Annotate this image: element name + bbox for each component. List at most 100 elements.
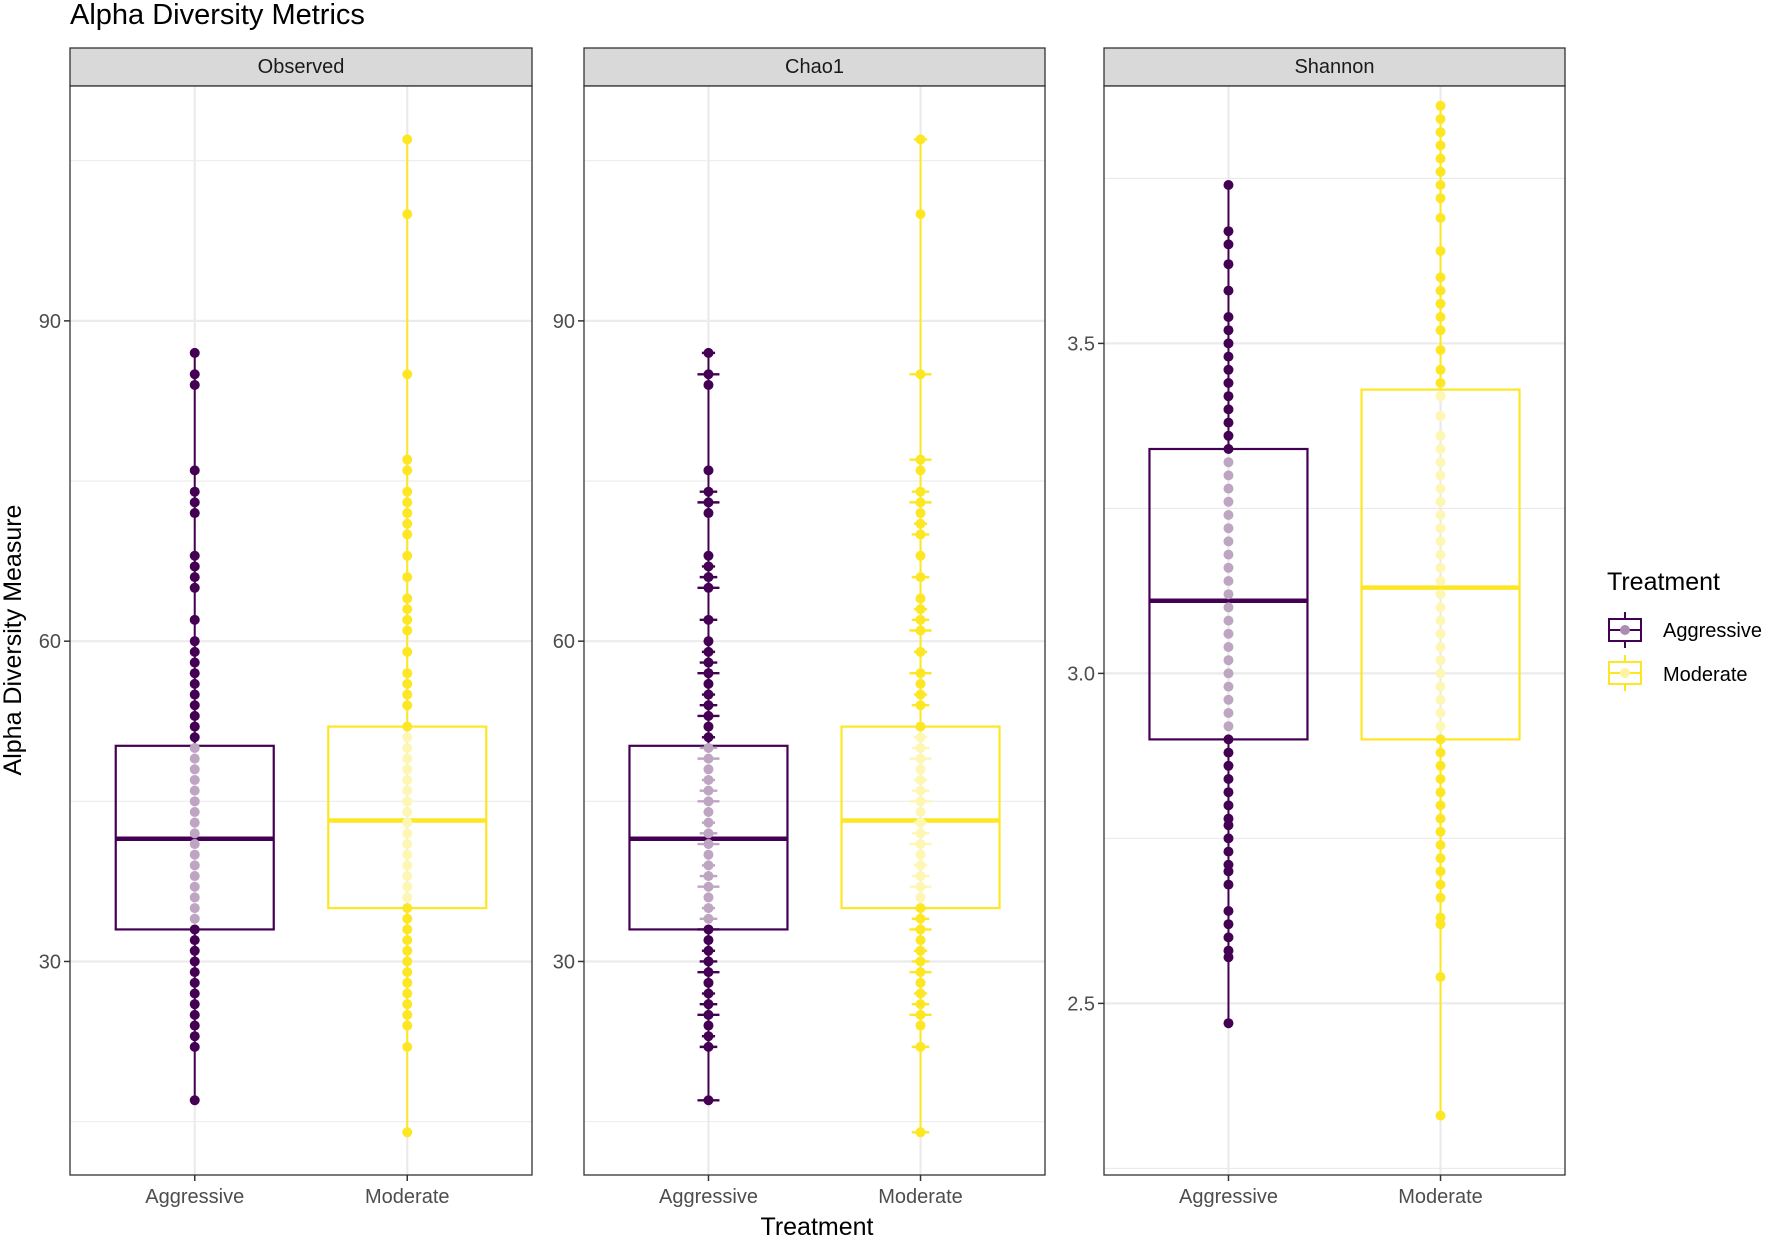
data-point <box>189 572 200 583</box>
data-point <box>1223 879 1234 890</box>
data-point <box>189 582 200 593</box>
data-point <box>1223 760 1234 771</box>
data-point <box>1223 833 1234 844</box>
data-point <box>189 1095 200 1106</box>
data-point <box>915 849 926 860</box>
data-point <box>402 999 413 1010</box>
data-point <box>402 369 413 380</box>
plot-area-chao1 <box>584 86 1045 1175</box>
x-axis-title: Treatment <box>760 1213 873 1237</box>
data-point <box>915 700 926 711</box>
data-point <box>703 369 714 380</box>
panel-border-shannon <box>1103 85 1566 1176</box>
data-point <box>189 1031 200 1042</box>
data-point <box>402 945 413 956</box>
data-point <box>1223 628 1234 639</box>
data-point <box>1223 444 1234 454</box>
data-point <box>189 678 200 689</box>
data-point <box>402 209 413 220</box>
data-point <box>915 550 926 561</box>
data-point <box>402 817 413 828</box>
data-point <box>402 465 413 476</box>
box-chao1-moderate <box>840 134 1001 1138</box>
data-point <box>402 486 413 497</box>
data-point <box>402 742 413 753</box>
data-point <box>402 764 413 775</box>
data-point <box>703 967 714 978</box>
data-point <box>402 572 413 583</box>
legend-title: Treatment <box>1607 568 1720 596</box>
data-point <box>189 508 200 519</box>
data-point <box>915 924 926 935</box>
data-point <box>915 134 926 145</box>
data-point <box>402 881 413 892</box>
data-point <box>402 454 413 465</box>
data-point <box>402 988 413 999</box>
data-point <box>1435 166 1446 177</box>
data-point <box>189 379 200 390</box>
data-point <box>703 465 714 476</box>
data-point <box>703 988 714 999</box>
data-point <box>1435 879 1446 890</box>
data-point <box>402 892 413 903</box>
data-point <box>1435 430 1446 441</box>
data-point <box>1435 1110 1446 1121</box>
data-point <box>1435 628 1446 639</box>
data-point <box>1223 859 1234 870</box>
facet-strip-chao1 <box>583 47 1046 87</box>
y-tick-label: 3.0 <box>1067 663 1095 685</box>
data-point <box>189 497 200 508</box>
data-point <box>703 1041 714 1052</box>
facet-panels: Observed Aggressive Moderate 30 60 90 Chao1 Agg… <box>39 47 1566 1208</box>
facet-strip-shannon <box>1103 47 1566 87</box>
data-point <box>1223 470 1234 481</box>
data-point <box>1435 602 1446 613</box>
data-point <box>703 668 714 679</box>
data-point <box>1223 338 1234 349</box>
data-point <box>1435 813 1446 824</box>
data-point <box>1435 298 1446 309</box>
y-tick-label: 30 <box>553 951 575 973</box>
data-point <box>1435 747 1446 758</box>
data-point <box>703 614 714 625</box>
data-point <box>915 817 926 828</box>
data-point <box>1435 100 1446 111</box>
y-axis-title: Alpha Diversity Measure <box>0 505 27 776</box>
data-point <box>189 796 200 807</box>
data-point <box>703 871 714 882</box>
data-point <box>703 956 714 967</box>
data-point <box>1223 523 1234 534</box>
data-point <box>915 209 926 220</box>
x-tick-label: Moderate <box>365 1186 450 1208</box>
data-point <box>189 807 200 817</box>
data-point <box>1435 576 1446 586</box>
data-point <box>1223 615 1234 626</box>
data-point <box>915 572 926 583</box>
data-point <box>1435 312 1446 322</box>
data-point <box>1435 153 1446 164</box>
data-point <box>703 1020 714 1031</box>
panel-chao1: Chao1 Aggressive Moderate 30 60 90 <box>553 47 1046 1208</box>
data-point <box>402 828 413 839</box>
data-point <box>1435 549 1446 560</box>
data-point <box>1223 496 1234 507</box>
data-point <box>703 881 714 892</box>
data-point <box>915 774 926 785</box>
legend-key-aggressive <box>1608 612 1642 648</box>
data-point <box>1223 681 1234 692</box>
data-point <box>189 1020 200 1031</box>
data-point <box>189 839 200 850</box>
data-point <box>402 913 413 924</box>
data-point <box>189 935 200 946</box>
box-observed-aggressive <box>114 347 275 1106</box>
y-tick-label: 30 <box>39 951 61 973</box>
data-point <box>402 785 413 796</box>
panel-observed: Observed Aggressive Moderate 30 60 90 <box>39 47 533 1208</box>
data-point <box>915 785 926 796</box>
data-point <box>1435 246 1446 256</box>
data-point <box>703 764 714 775</box>
data-point <box>189 988 200 999</box>
data-point <box>1223 576 1234 586</box>
data-point <box>915 999 926 1010</box>
data-point <box>402 732 413 743</box>
